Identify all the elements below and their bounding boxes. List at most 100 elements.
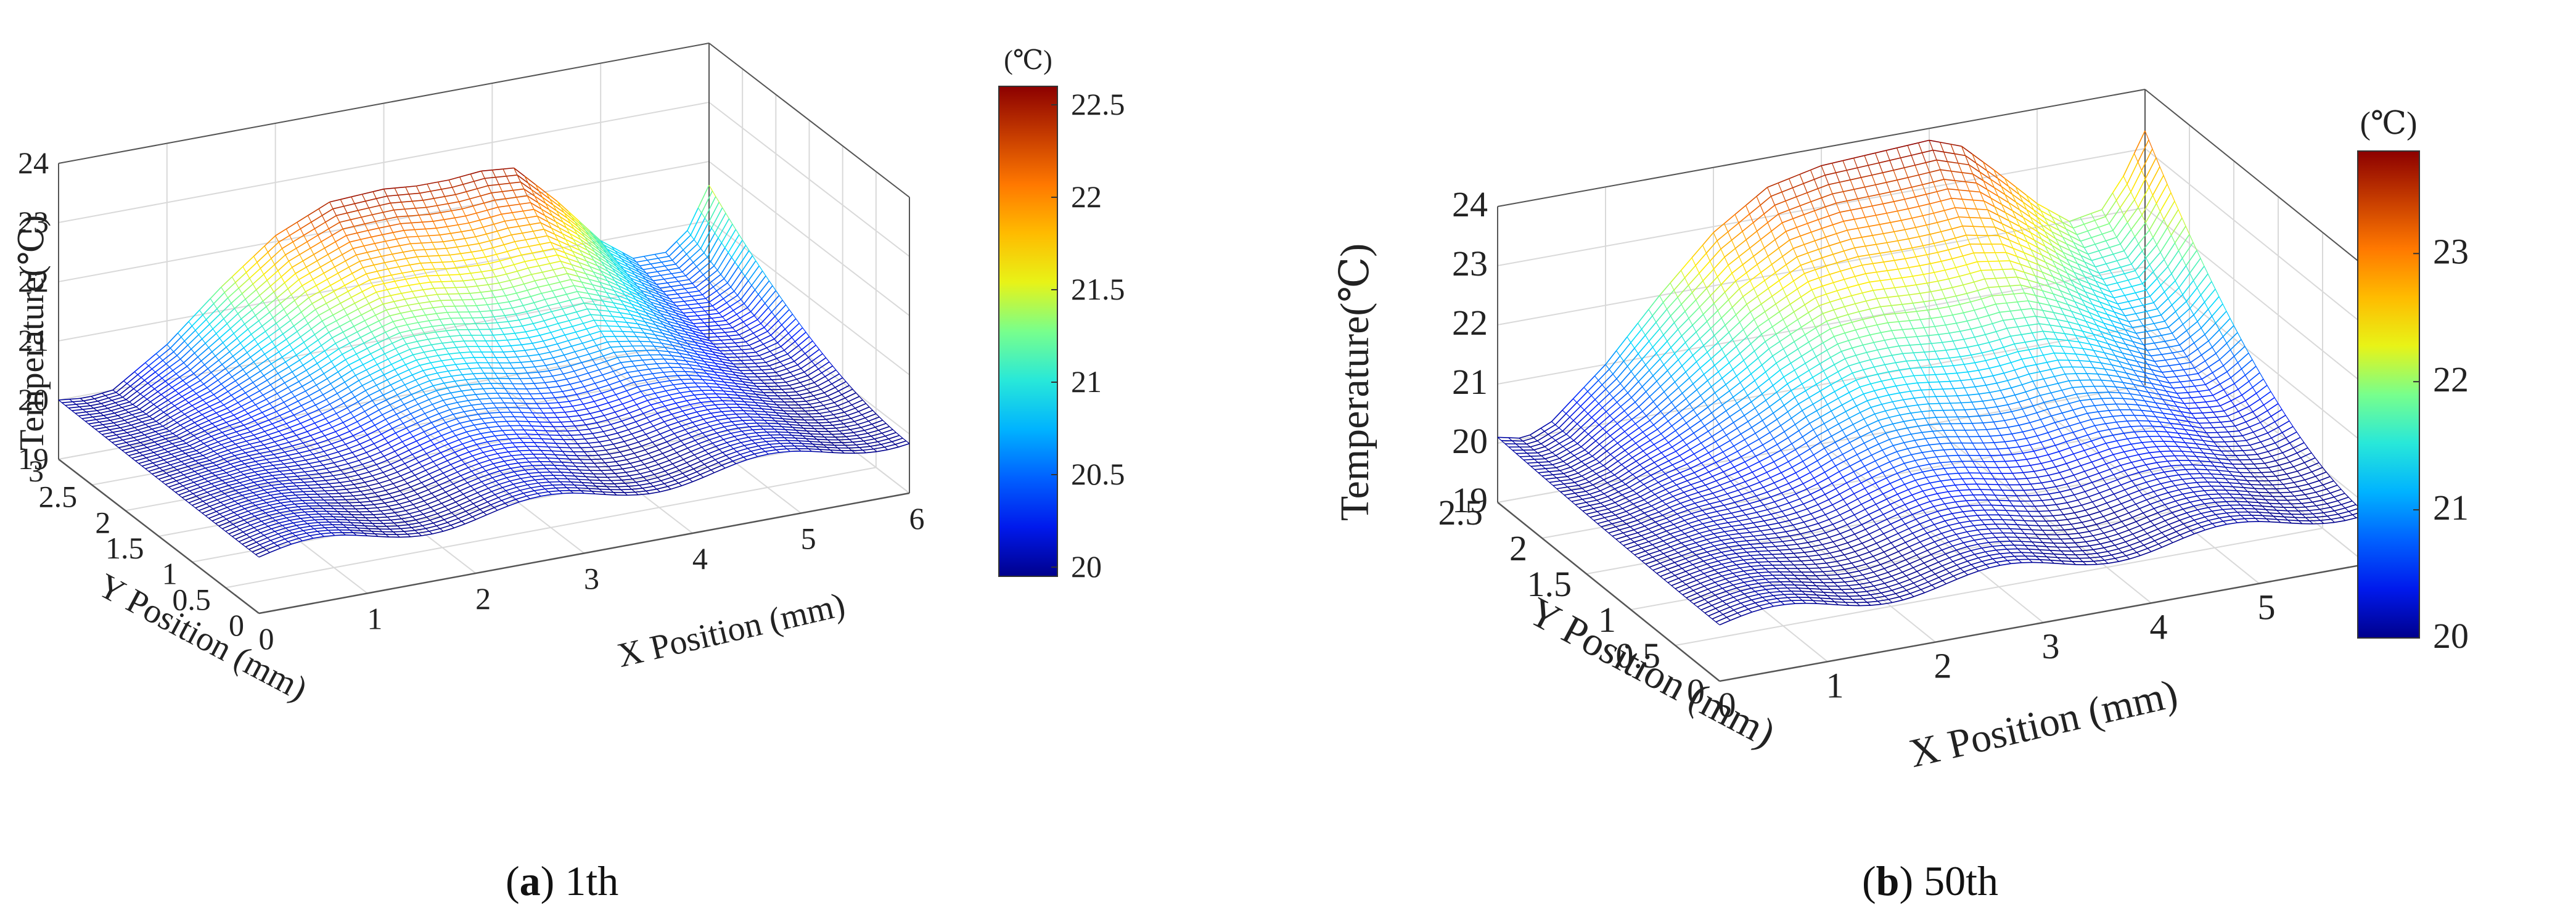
panel-a-mesh-line <box>370 348 382 354</box>
panel-a-mesh-line <box>412 449 424 455</box>
panel-a-mesh-line <box>377 364 385 375</box>
panel-a-mesh-line <box>287 498 295 505</box>
panel-a-mesh-line <box>670 445 678 453</box>
panel-a-mesh-line <box>724 424 736 428</box>
panel-a-mesh-line <box>547 403 555 414</box>
panel-a-mesh-line <box>306 347 314 359</box>
panel-a-mesh-line <box>321 486 332 489</box>
panel-a-mesh-line <box>693 358 705 362</box>
panel-a-mesh-line <box>403 250 414 253</box>
panel-a-mesh-line <box>274 538 285 544</box>
panel-a-mesh-line <box>150 439 158 445</box>
panel-a-mesh-line <box>253 435 261 442</box>
panel-a-mesh-line <box>268 351 279 360</box>
panel-a-mesh-line <box>745 384 757 387</box>
panel-a-mesh-line <box>583 244 596 253</box>
panel-a-mesh-line <box>686 411 697 415</box>
panel-a-mesh-line <box>231 395 239 403</box>
panel-a-mesh-line <box>435 481 443 489</box>
panel-a-mesh-line <box>755 441 766 444</box>
panel-a-mesh-line <box>507 338 519 341</box>
panel-a-mesh-line <box>427 184 435 199</box>
panel-a-mesh-line <box>565 455 573 464</box>
panel-a-mesh-line <box>774 329 786 340</box>
panel-a-mesh-line <box>361 478 369 486</box>
panel-a-mesh-line <box>616 307 628 311</box>
panel-a-mesh-line <box>391 507 403 510</box>
panel-a-mesh-line <box>639 483 650 486</box>
panel-a-mesh-line <box>694 310 705 313</box>
panel-a-mesh-line <box>327 451 338 456</box>
panel-a-mesh-line <box>494 494 502 501</box>
panel-a-mesh-line <box>655 290 667 296</box>
panel-a-mesh-line <box>712 298 724 306</box>
panel-a-mesh-line <box>230 328 237 339</box>
panel-a-mesh-line <box>766 403 777 406</box>
panel-a-mesh-line <box>338 242 350 249</box>
panel-a-mesh-line <box>425 390 437 396</box>
panel-a-mesh-line <box>716 383 728 386</box>
panel-a-mesh-line <box>422 309 430 321</box>
panel-a-mesh-line <box>313 373 324 381</box>
panel-a-mesh-line <box>380 452 388 461</box>
panel-a-mesh-line <box>72 410 79 417</box>
panel-a-mesh-line <box>277 261 289 271</box>
panel-a-mesh-line <box>174 452 186 457</box>
panel-a-mesh-line <box>319 461 327 469</box>
panel-a-mesh-line <box>466 497 474 504</box>
panel-a-mesh-line <box>759 396 771 399</box>
panel-a-mesh-line <box>776 353 788 359</box>
panel-a-mesh-line <box>419 380 430 386</box>
panel-a-mesh-line <box>898 443 910 448</box>
panel-a-mesh-line <box>476 305 484 318</box>
panel-a-mesh-line <box>587 308 599 311</box>
panel-a-mesh-line <box>636 404 644 414</box>
panel-a-mesh-line <box>635 299 647 305</box>
panel-a-mesh-line <box>180 359 187 367</box>
panel-a-mesh-line <box>688 429 700 434</box>
panel-a-mesh-line <box>466 191 474 206</box>
panel-a-mesh-line <box>226 313 239 324</box>
panel-a-mesh-line <box>350 406 362 413</box>
panel-a-mesh-line <box>443 239 454 242</box>
panel-a-mesh-line <box>393 301 401 314</box>
panel-a-mesh-line <box>266 457 277 460</box>
panel-a-mesh-line <box>197 433 208 439</box>
panel-a-mesh-line <box>343 396 355 404</box>
panel-a-mesh-line <box>332 235 340 248</box>
panel-a-mesh-line <box>727 266 739 284</box>
panel-a-mesh-line <box>266 393 277 400</box>
panel-a-mesh-line <box>254 469 266 473</box>
panel-a-mesh-line <box>383 467 395 473</box>
panel-a-mesh-line <box>133 434 145 438</box>
panel-a-mesh-line <box>423 444 435 450</box>
panel-a-mesh-line <box>471 403 483 406</box>
panel-a-mesh-line <box>266 502 274 509</box>
panel-a-mesh-line <box>380 364 392 370</box>
panel-a-mesh-line <box>469 219 480 224</box>
panel-a-mesh-line <box>544 454 556 456</box>
panel-a-mesh-line <box>535 478 546 481</box>
panel-a-mesh-line <box>792 385 804 390</box>
panel-a-mesh-line <box>470 170 482 175</box>
panel-a-mesh-line <box>447 522 454 528</box>
panel-a-mesh-line <box>292 491 303 493</box>
panel-a-mesh-line <box>703 332 715 335</box>
panel-a-mesh-line <box>568 258 580 263</box>
panel-a-mesh-line <box>62 401 73 404</box>
panel-a-mesh-line <box>552 358 560 369</box>
panel-a-mesh-line <box>138 460 150 464</box>
panel-a-mesh-line <box>566 291 578 295</box>
panel-a-mesh-line <box>281 267 293 277</box>
panel-a-mesh-line <box>516 484 528 488</box>
panel-a-mesh-line <box>299 247 311 255</box>
panel-a-mesh-line <box>481 170 493 172</box>
panel-a-mesh-line <box>354 471 362 479</box>
panel-a-mesh-line <box>229 425 237 433</box>
panel-a-mesh-line <box>536 308 544 321</box>
panel-a-mesh-line <box>515 311 527 315</box>
panel-a-mesh-line <box>453 411 464 415</box>
panel-a-mesh-line <box>527 372 535 384</box>
panel-a-mesh-line <box>796 375 808 380</box>
